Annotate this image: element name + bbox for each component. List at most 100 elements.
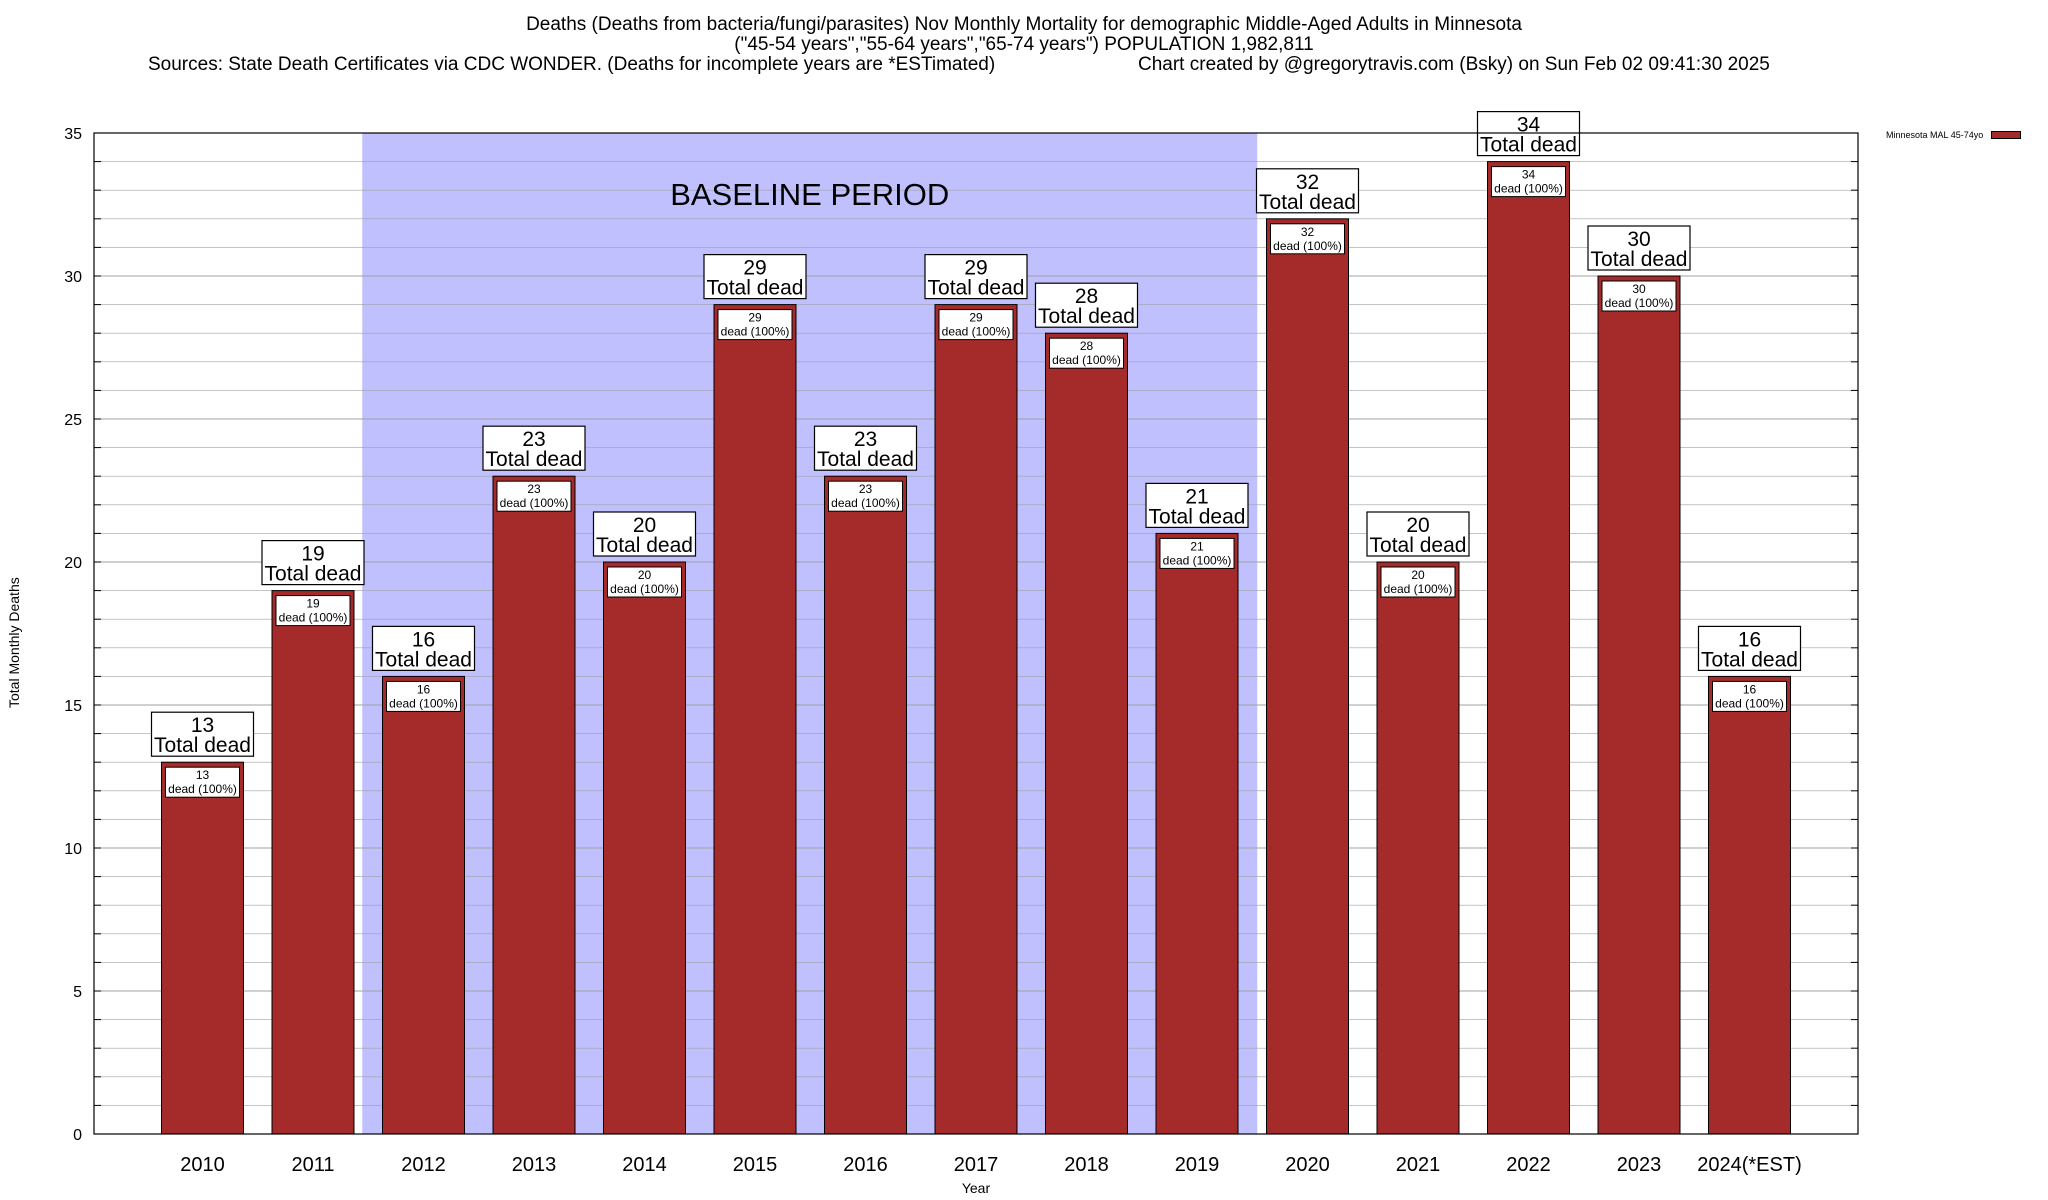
inner-label-box <box>938 309 1014 341</box>
bar <box>713 304 797 1135</box>
bar-inner-value: 29 <box>748 311 762 325</box>
inner-label-box <box>717 309 793 341</box>
inner-label-box <box>386 680 461 712</box>
x-tick-label: 2021 <box>1396 1154 1441 1176</box>
bar-inner-value: 28 <box>1080 339 1094 353</box>
legend-label: Minnesota MAL 45-74yo <box>1886 130 1984 140</box>
y-tick-label: 0 <box>73 1127 82 1144</box>
bar-inner-percent: dead (100%) <box>389 696 458 710</box>
bar-inner-percent: dead (100%) <box>1163 553 1232 567</box>
bar <box>1045 332 1128 1135</box>
bar-inner-percent: dead (100%) <box>1605 296 1674 310</box>
bar <box>492 475 576 1135</box>
bar-value-label: 20 <box>633 514 656 537</box>
y-tick-label: 30 <box>64 269 82 286</box>
bar <box>1708 675 1791 1135</box>
bar-inner-value: 16 <box>417 682 431 696</box>
bar <box>382 675 465 1135</box>
bar-value-label: 23 <box>854 428 877 451</box>
bar-inner-value: 23 <box>527 482 541 496</box>
bar-total-label: Total dead <box>1480 134 1577 157</box>
bar-inner-value: 30 <box>1632 282 1646 296</box>
bar-inner-value: 29 <box>969 311 983 325</box>
bar <box>824 475 907 1135</box>
inner-label-box <box>1712 680 1787 712</box>
top-label-box <box>703 254 807 300</box>
y-tick-label: 20 <box>64 555 82 572</box>
chart-credit: Chart created by @gregorytravis.com (Bsk… <box>1138 54 1770 75</box>
bar-inner-percent: dead (100%) <box>279 611 348 625</box>
bar <box>1266 218 1349 1135</box>
inner-label-box <box>496 480 572 512</box>
bar-inner-percent: dead (100%) <box>1715 696 1784 710</box>
x-tick-label: 2015 <box>733 1154 778 1176</box>
bar-total-label: Total dead <box>1701 648 1798 671</box>
top-label-box <box>592 511 697 557</box>
bar <box>1597 275 1681 1135</box>
x-tick-label: 2017 <box>954 1154 999 1176</box>
bar-total-label: Total dead <box>596 534 693 557</box>
bar <box>934 304 1018 1135</box>
inner-label-box <box>165 766 240 798</box>
bar-value-label: 32 <box>1296 171 1319 194</box>
bar-value-label: 23 <box>522 428 545 451</box>
chart-title-line2: ("45-54 years","55-64 years","65-74 year… <box>734 34 1314 55</box>
bar-inner-percent: dead (100%) <box>1273 239 1342 253</box>
bar-value-label: 16 <box>412 628 435 651</box>
bar-inner-value: 19 <box>306 597 320 611</box>
top-label-box <box>1697 625 1802 672</box>
inner-label-box <box>828 480 903 512</box>
bar-inner-percent: dead (100%) <box>942 325 1011 339</box>
bar-total-label: Total dead <box>1038 305 1135 328</box>
top-label-box <box>150 711 255 757</box>
bar-value-label: 34 <box>1517 114 1541 137</box>
top-label-box <box>261 539 365 586</box>
bar-inner-value: 23 <box>859 482 873 496</box>
bar-inner-percent: dead (100%) <box>831 496 900 510</box>
bar-inner-value: 20 <box>638 568 652 582</box>
bar <box>161 761 244 1135</box>
y-tick-label: 15 <box>64 698 82 715</box>
bar-inner-value: 32 <box>1301 225 1315 239</box>
plot-frame <box>93 132 1859 1135</box>
top-label-box <box>1145 482 1249 528</box>
inner-label-box <box>275 595 351 627</box>
top-label-box <box>482 425 586 471</box>
inner-label-box <box>1159 537 1235 569</box>
bar-total-label: Total dead <box>1591 248 1688 271</box>
bar-value-label: 28 <box>1075 285 1098 308</box>
x-tick-label: 2023 <box>1617 1154 1662 1176</box>
bar-value-label: 16 <box>1738 628 1761 651</box>
bar-inner-percent: dead (100%) <box>1494 182 1563 196</box>
x-tick-label: 2024(*EST) <box>1697 1154 1802 1176</box>
bar-inner-percent: dead (100%) <box>1384 582 1453 596</box>
bar-inner-value: 13 <box>196 768 210 782</box>
bar <box>603 561 686 1135</box>
bar-inner-percent: dead (100%) <box>610 582 679 596</box>
bar <box>1155 532 1239 1135</box>
bar-inner-value: 16 <box>1743 682 1757 696</box>
legend-swatch <box>1991 131 2022 139</box>
bar <box>1487 161 1570 1135</box>
bar-total-label: Total dead <box>707 277 804 300</box>
bar-total-label: Total dead <box>1370 534 1467 557</box>
bar-value-label: 29 <box>743 257 766 280</box>
top-label-box <box>1255 168 1360 214</box>
bar-total-label: Total dead <box>375 648 472 671</box>
x-tick-label: 2010 <box>180 1154 225 1176</box>
bar-total-label: Total dead <box>1259 191 1356 214</box>
inner-label-box <box>1601 280 1677 312</box>
x-tick-label: 2013 <box>512 1154 557 1176</box>
y-tick-label: 25 <box>64 412 82 429</box>
bar <box>1376 561 1460 1135</box>
y-tick-label: 5 <box>73 984 82 1001</box>
y-tick-label: 35 <box>64 126 82 143</box>
bar-total-label: Total dead <box>1149 505 1246 528</box>
bar-value-label: 30 <box>1627 228 1650 251</box>
x-tick-label: 2018 <box>1064 1154 1109 1176</box>
bar-total-label: Total dead <box>265 563 362 586</box>
bar-inner-value: 34 <box>1522 168 1536 182</box>
bar-inner-percent: dead (100%) <box>500 496 569 510</box>
inner-label-box <box>1491 166 1566 198</box>
top-label-box <box>1366 511 1470 557</box>
